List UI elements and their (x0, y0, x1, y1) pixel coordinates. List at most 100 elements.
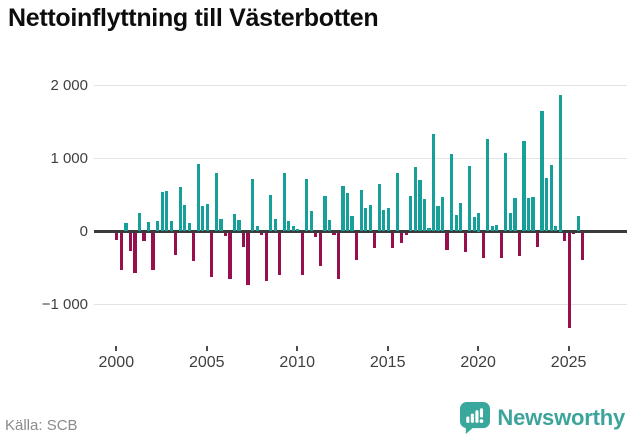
bar-2024-Q2[interactable] (554, 225, 558, 232)
bar-2004-Q4[interactable] (201, 206, 205, 232)
bar-2005-Q2[interactable] (210, 232, 214, 277)
bar-2012-Q1[interactable] (332, 232, 336, 235)
bar-2006-Q4[interactable] (237, 220, 241, 232)
bar-2014-Q1[interactable] (368, 204, 372, 232)
bar-2011-Q2[interactable] (318, 232, 323, 266)
bar-2013-Q3[interactable] (359, 190, 363, 232)
bar-2012-Q4[interactable] (345, 192, 350, 232)
bar-2015-Q2[interactable] (391, 232, 395, 249)
bar-2009-Q4[interactable] (291, 226, 295, 232)
bar-2020-Q1[interactable] (477, 213, 481, 232)
bar-2015-Q4[interactable] (400, 232, 404, 244)
bar-2010-Q2[interactable] (300, 232, 304, 275)
bar-2014-Q3[interactable] (377, 184, 381, 232)
bar-2005-Q1[interactable] (205, 203, 209, 232)
bar-2010-Q1[interactable] (296, 228, 300, 232)
bar-2002-Q1[interactable] (151, 232, 155, 271)
bar-2025-Q1[interactable] (567, 232, 571, 328)
bar-2001-Q3[interactable] (142, 232, 146, 242)
bar-2002-Q2[interactable] (156, 221, 160, 232)
bar-2000-Q4[interactable] (128, 232, 133, 251)
bar-2012-Q3[interactable] (341, 185, 345, 232)
bar-2017-Q2[interactable] (427, 227, 431, 232)
bar-2013-Q2[interactable] (355, 232, 359, 261)
bar-2023-Q1[interactable] (531, 196, 535, 232)
bar-2025-Q2[interactable] (572, 232, 576, 235)
bar-2025-Q3[interactable] (576, 215, 580, 232)
bar-2017-Q1[interactable] (422, 199, 427, 232)
bar-2003-Q1[interactable] (169, 220, 173, 232)
bar-2021-Q3[interactable] (504, 153, 508, 232)
bar-2003-Q4[interactable] (183, 205, 187, 232)
bar-2003-Q2[interactable] (174, 232, 178, 256)
bar-2005-Q4[interactable] (219, 219, 223, 232)
bar-2024-Q3[interactable] (558, 94, 562, 232)
bar-2017-Q3[interactable] (431, 133, 436, 232)
bar-2019-Q4[interactable] (472, 217, 476, 232)
bar-2015-Q3[interactable] (395, 173, 399, 232)
bar-2018-Q4[interactable] (454, 215, 458, 232)
bar-2014-Q2[interactable] (373, 232, 377, 249)
bar-2019-Q2[interactable] (463, 232, 467, 252)
bar-2023-Q2[interactable] (535, 232, 540, 248)
bar-2022-Q4[interactable] (526, 197, 531, 232)
bar-2007-Q2[interactable] (246, 232, 250, 285)
bar-2002-Q4[interactable] (165, 190, 169, 232)
bar-2007-Q1[interactable] (241, 232, 246, 247)
bar-2018-Q2[interactable] (445, 232, 449, 250)
bar-2022-Q1[interactable] (513, 198, 517, 232)
bar-2017-Q4[interactable] (436, 205, 440, 232)
bar-2009-Q2[interactable] (282, 173, 286, 232)
bar-2007-Q4[interactable] (255, 226, 259, 232)
bar-2000-Q1[interactable] (115, 232, 119, 240)
bar-2014-Q4[interactable] (382, 209, 386, 232)
bar-2020-Q2[interactable] (481, 232, 485, 259)
bar-2021-Q4[interactable] (508, 212, 512, 232)
bar-2020-Q4[interactable] (490, 225, 494, 232)
bar-2003-Q3[interactable] (178, 187, 182, 232)
bar-2013-Q1[interactable] (350, 215, 354, 232)
newsworthy-logo[interactable]: Newsworthy (459, 401, 625, 434)
bar-2015-Q1[interactable] (386, 208, 390, 232)
bar-2022-Q2[interactable] (517, 232, 522, 257)
bar-2011-Q4[interactable] (327, 220, 332, 232)
bar-2025-Q4[interactable] (581, 232, 585, 260)
bar-2008-Q3[interactable] (269, 194, 273, 232)
bar-2006-Q3[interactable] (232, 213, 237, 232)
bar-2016-Q3[interactable] (413, 166, 417, 232)
bar-2002-Q3[interactable] (160, 192, 164, 232)
bar-2008-Q2[interactable] (264, 232, 268, 281)
bar-2008-Q4[interactable] (273, 219, 277, 232)
bar-2012-Q2[interactable] (336, 232, 341, 280)
bar-2020-Q3[interactable] (486, 139, 490, 232)
bar-2001-Q4[interactable] (146, 222, 151, 232)
bar-2016-Q2[interactable] (409, 196, 413, 232)
bar-2023-Q4[interactable] (544, 177, 549, 232)
bar-2009-Q3[interactable] (287, 220, 291, 232)
bar-2000-Q3[interactable] (124, 223, 128, 232)
bar-2010-Q3[interactable] (305, 178, 309, 232)
bar-2018-Q3[interactable] (450, 154, 454, 232)
bar-2024-Q1[interactable] (549, 165, 553, 232)
bar-2005-Q3[interactable] (214, 173, 218, 232)
bar-2001-Q1[interactable] (133, 232, 137, 274)
bar-2004-Q1[interactable] (187, 222, 191, 232)
bar-2008-Q1[interactable] (260, 232, 264, 235)
bar-2011-Q1[interactable] (314, 232, 318, 238)
bar-2007-Q3[interactable] (250, 179, 255, 232)
bar-2023-Q3[interactable] (540, 111, 544, 232)
bar-2022-Q3[interactable] (522, 140, 526, 232)
bar-2013-Q4[interactable] (364, 208, 368, 232)
bar-2000-Q2[interactable] (119, 232, 123, 270)
bar-2009-Q1[interactable] (278, 232, 282, 276)
bar-2016-Q1[interactable] (404, 232, 408, 235)
bar-2004-Q3[interactable] (196, 163, 200, 232)
bar-2006-Q1[interactable] (223, 232, 228, 236)
bar-2001-Q2[interactable] (137, 212, 142, 232)
bar-2011-Q3[interactable] (323, 196, 327, 232)
bar-2018-Q1[interactable] (440, 196, 445, 232)
bar-2004-Q2[interactable] (192, 232, 196, 262)
bar-2024-Q4[interactable] (563, 232, 567, 242)
bar-2019-Q1[interactable] (459, 202, 463, 232)
bar-2019-Q3[interactable] (468, 166, 472, 232)
